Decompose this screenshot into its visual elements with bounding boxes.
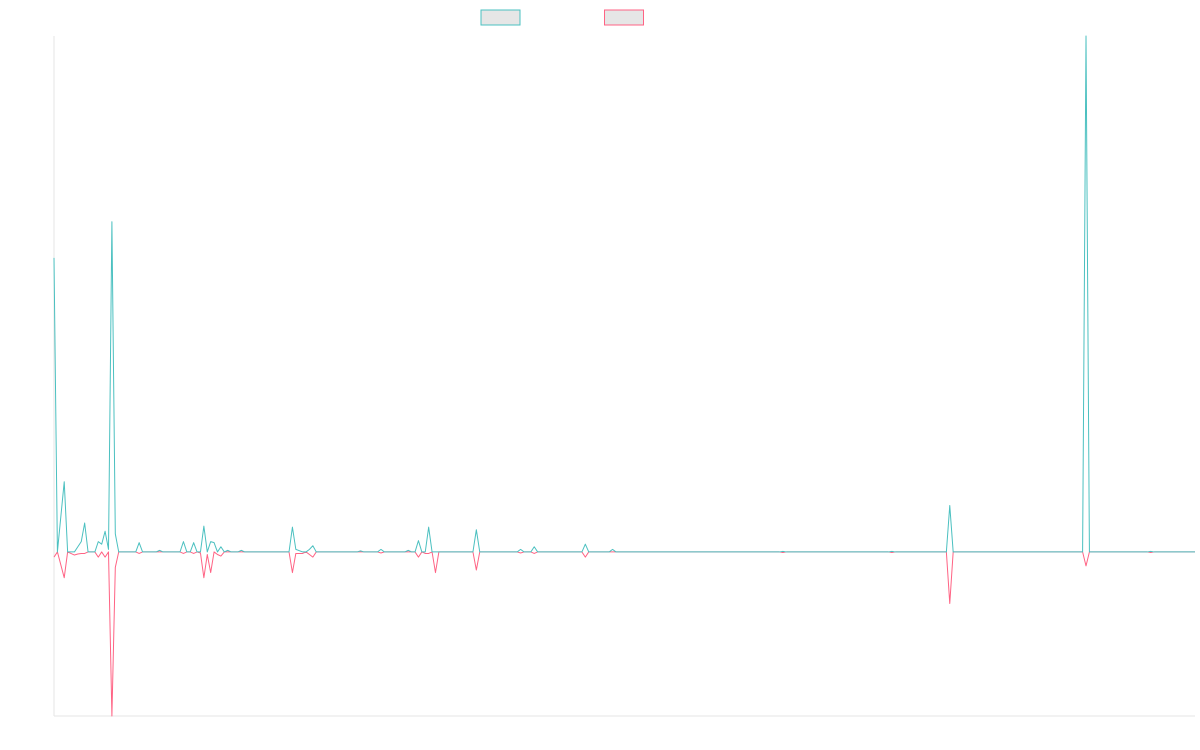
series-line bbox=[53, 551, 1195, 717]
legend-swatch bbox=[604, 9, 644, 26]
series-line bbox=[53, 35, 1195, 553]
legend bbox=[480, 9, 644, 26]
legend-swatch bbox=[480, 9, 521, 26]
